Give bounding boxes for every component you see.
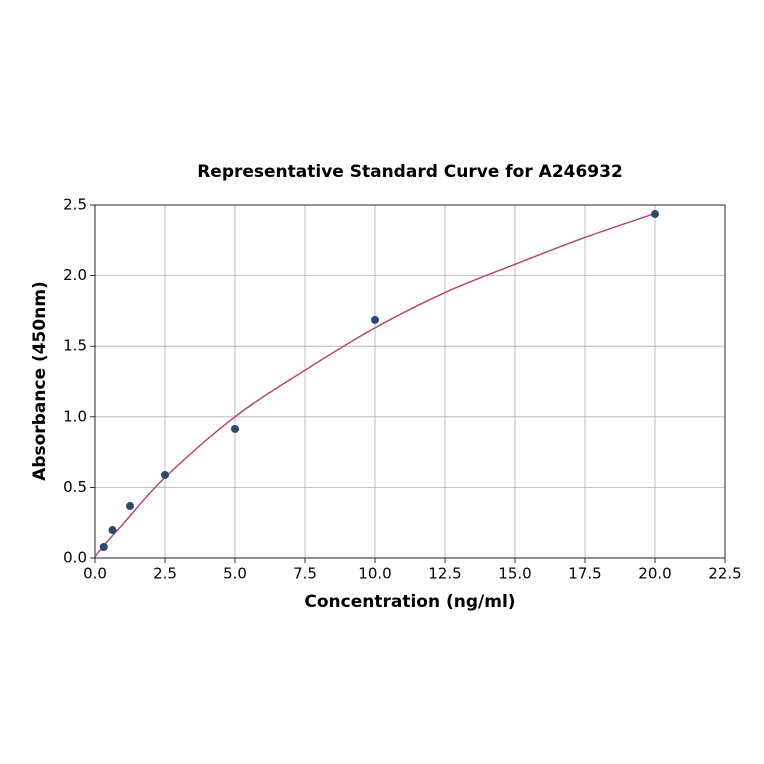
x-tick-label: 7.5 bbox=[293, 565, 317, 583]
chart-title: Representative Standard Curve for A24693… bbox=[197, 162, 623, 182]
data-point bbox=[651, 210, 659, 219]
y-tick-label: 2.0 bbox=[63, 266, 87, 284]
x-axis-label: Concentration (ng/ml) bbox=[304, 592, 515, 612]
data-point bbox=[371, 315, 379, 324]
x-tick-label: 12.5 bbox=[428, 565, 461, 583]
plot-frame bbox=[94, 204, 726, 559]
x-tick-label: 22.5 bbox=[708, 565, 741, 583]
x-tick-label: 10.0 bbox=[358, 565, 391, 583]
y-axis-label: Absorbance (450nm) bbox=[30, 281, 50, 481]
y-tick-label: 1.0 bbox=[63, 407, 87, 425]
x-tick-label: 5.0 bbox=[223, 565, 247, 583]
fit-curve bbox=[94, 212, 656, 558]
y-tick-label: 0.0 bbox=[63, 549, 87, 567]
y-tick-label: 2.5 bbox=[63, 196, 87, 214]
x-tick-label: 0.0 bbox=[83, 565, 107, 583]
x-tick-label: 15.0 bbox=[498, 565, 531, 583]
x-tick-label: 17.5 bbox=[568, 565, 601, 583]
y-tick-label: 1.5 bbox=[63, 337, 87, 355]
y-tick-label: 0.5 bbox=[63, 478, 87, 496]
data-point bbox=[99, 542, 108, 551]
data-point bbox=[126, 502, 134, 511]
data-point bbox=[161, 470, 169, 479]
x-tick-label: 2.5 bbox=[153, 565, 177, 583]
data-point bbox=[231, 424, 239, 433]
x-tick-label: 20.0 bbox=[638, 565, 671, 583]
data-point bbox=[108, 526, 117, 535]
